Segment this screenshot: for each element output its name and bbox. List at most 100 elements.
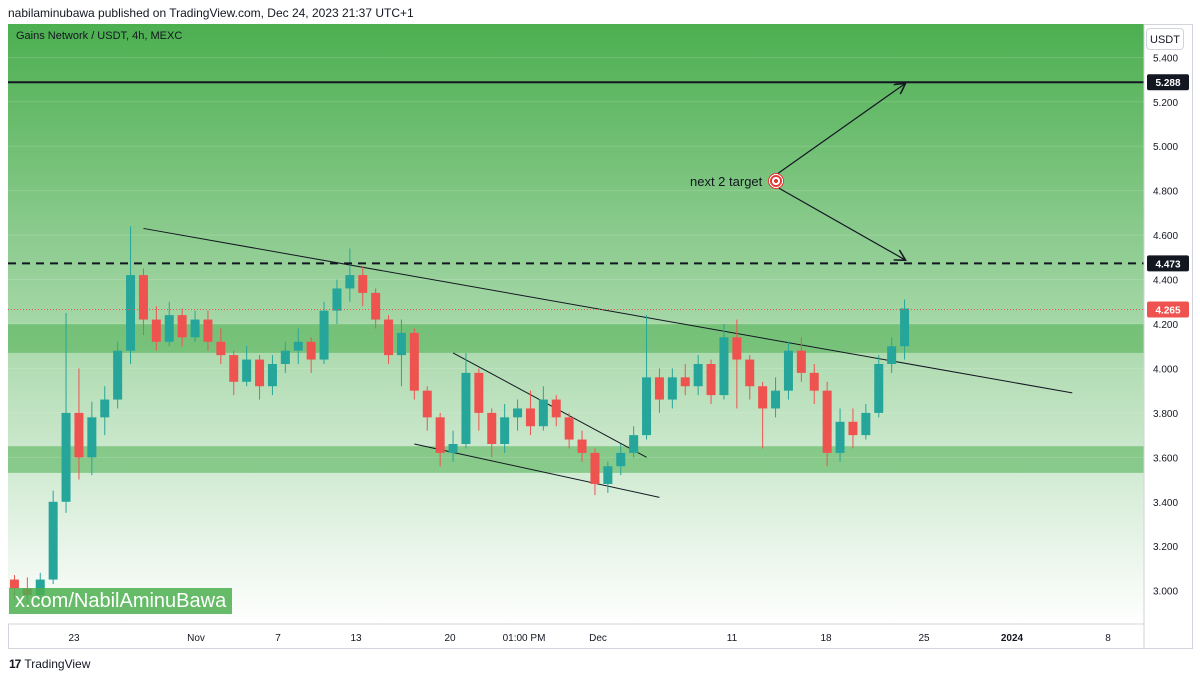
price-label-badge bbox=[1147, 255, 1189, 272]
target-annotation: next 2 target bbox=[690, 173, 785, 189]
candle-body bbox=[61, 412, 71, 502]
candle-body bbox=[74, 412, 84, 458]
candle-body bbox=[667, 377, 677, 400]
x-tick-label: 13 bbox=[350, 633, 362, 644]
candle-body bbox=[384, 319, 394, 356]
y-tick-label: 4.800 bbox=[1153, 187, 1178, 198]
candle-body bbox=[242, 359, 252, 382]
candle-body bbox=[332, 288, 342, 311]
price-chart[interactable]: 3.000 3.200 3.400 3.600 3.800 4.000 4.200 4.400… bbox=[8, 24, 1193, 649]
candle-body bbox=[396, 332, 406, 356]
candle-body bbox=[177, 315, 187, 338]
candle-body bbox=[190, 319, 200, 338]
footer-brand-label: TradingView bbox=[24, 657, 91, 671]
target-arrow bbox=[775, 84, 905, 176]
candle-body bbox=[861, 412, 871, 436]
candle-body bbox=[525, 408, 535, 427]
y-tick-label: 5.400 bbox=[1153, 53, 1178, 64]
candle-body bbox=[255, 359, 265, 387]
watermark-link[interactable]: x.com/NabilAminuBawa bbox=[9, 588, 233, 614]
y-tick-label: 4.600 bbox=[1153, 231, 1178, 242]
y-tick-label: 4.000 bbox=[1153, 364, 1178, 375]
candle-body bbox=[126, 275, 136, 351]
candle-body bbox=[138, 275, 148, 320]
candle-body bbox=[293, 341, 303, 351]
publisher-header: nabilaminubawa published on TradingView.… bbox=[8, 6, 414, 20]
candle-body bbox=[164, 315, 174, 342]
y-tick-label: 3.000 bbox=[1153, 587, 1178, 598]
y-tick-label: 3.400 bbox=[1153, 498, 1178, 509]
candle-body bbox=[409, 332, 419, 391]
candle-body bbox=[448, 444, 458, 453]
y-tick-label: 5.200 bbox=[1153, 98, 1178, 109]
candle-body bbox=[87, 417, 97, 458]
candle-body bbox=[706, 364, 716, 396]
tradingview-footer[interactable]: 17 TradingView bbox=[9, 657, 90, 671]
candle-body bbox=[719, 337, 729, 396]
candle-body bbox=[203, 319, 213, 342]
y-tick-label: 3.200 bbox=[1153, 542, 1178, 553]
candle-body bbox=[35, 579, 45, 596]
candle-body bbox=[306, 341, 316, 360]
candle-body bbox=[474, 372, 484, 413]
candle-body bbox=[822, 390, 832, 453]
candle-body bbox=[577, 439, 587, 453]
x-tick-label: 11 bbox=[727, 633, 738, 644]
candle-body bbox=[358, 275, 368, 293]
candle-body bbox=[513, 408, 523, 418]
y-tick-label: 5.000 bbox=[1153, 142, 1178, 153]
candle-body bbox=[487, 412, 497, 444]
candle-body bbox=[319, 310, 329, 360]
x-tick-label: 18 bbox=[820, 633, 832, 644]
x-tick-label: 8 bbox=[1105, 633, 1111, 644]
x-tick-label: 01:00 PM bbox=[503, 633, 546, 644]
candle-body bbox=[680, 377, 690, 387]
candle-body bbox=[629, 435, 639, 453]
candle-body bbox=[500, 417, 510, 444]
candle-body bbox=[538, 399, 548, 427]
candle-body bbox=[371, 292, 381, 320]
candle-body bbox=[229, 355, 239, 382]
price-label-badge bbox=[1147, 74, 1189, 91]
candle-body bbox=[216, 341, 226, 356]
x-tick-label: 23 bbox=[68, 633, 80, 644]
candle-body bbox=[771, 390, 781, 409]
target-arrow bbox=[775, 185, 905, 259]
candle-body bbox=[887, 346, 897, 364]
y-tick-label: 3.600 bbox=[1153, 453, 1178, 464]
candle-body bbox=[848, 421, 858, 436]
candle-body bbox=[783, 350, 793, 391]
candle-body bbox=[461, 372, 471, 444]
annotation-text: next 2 target bbox=[690, 173, 763, 189]
x-tick-label: Nov bbox=[187, 633, 205, 644]
x-tick-label: 25 bbox=[918, 633, 930, 644]
price-label-text: 4.265 bbox=[1155, 306, 1180, 317]
candle-body bbox=[564, 417, 574, 440]
candle-body bbox=[654, 377, 664, 400]
price-label-text: 4.473 bbox=[1155, 259, 1180, 270]
x-tick-label: 2024 bbox=[1001, 633, 1024, 644]
candle-body bbox=[874, 364, 884, 413]
descending-resistance-line bbox=[143, 227, 1073, 394]
candle-body bbox=[900, 308, 910, 347]
candle-body bbox=[280, 350, 290, 364]
candle-body bbox=[745, 359, 755, 387]
candle-body bbox=[113, 350, 123, 400]
y-tick-label: 3.800 bbox=[1153, 409, 1178, 420]
currency-unit-button[interactable]: USDT bbox=[1146, 28, 1184, 50]
candle-body bbox=[693, 364, 703, 387]
tradingview-logo-icon: 17 bbox=[9, 657, 21, 671]
support-zone-1 bbox=[8, 446, 1144, 473]
candle-body bbox=[435, 417, 445, 453]
x-tick-label: 20 bbox=[444, 633, 456, 644]
candle-body bbox=[642, 377, 652, 436]
candle-body bbox=[616, 452, 626, 467]
candle-body bbox=[100, 399, 110, 418]
candle-body bbox=[732, 337, 742, 360]
candle-body bbox=[345, 275, 355, 289]
target-icon bbox=[768, 173, 785, 189]
candle-body bbox=[590, 452, 600, 484]
x-tick-label: Dec bbox=[589, 633, 607, 644]
candle-body bbox=[267, 364, 277, 387]
candle-body bbox=[835, 421, 845, 453]
